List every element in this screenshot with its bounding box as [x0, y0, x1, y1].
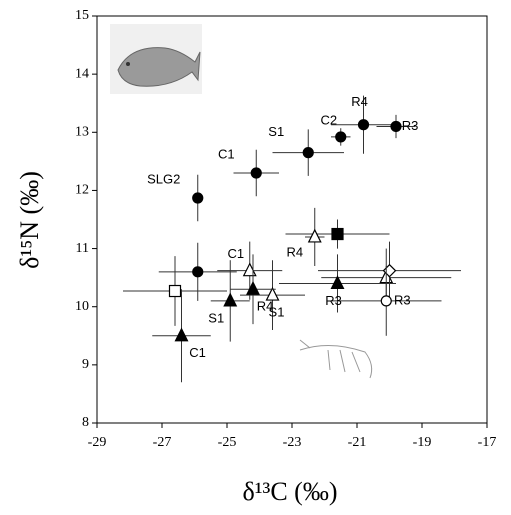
point	[246, 280, 260, 295]
y-tick-label: 13	[75, 125, 89, 140]
point	[168, 284, 182, 298]
point	[302, 147, 314, 159]
x-tick-label: -25	[218, 435, 237, 450]
point-label: C1	[218, 146, 235, 161]
point-label: S1	[268, 124, 284, 139]
y-tick-label: 8	[82, 415, 89, 430]
shrimp-illustration	[299, 339, 373, 379]
point	[192, 192, 204, 204]
y-tick-label: 14	[75, 66, 89, 81]
fish-illustration	[110, 24, 202, 94]
point	[331, 227, 344, 241]
y-tick-label: 11	[76, 241, 89, 256]
x-axis-title: δ¹³C (‰)	[243, 477, 338, 506]
point-label: C1	[227, 246, 244, 261]
point	[223, 292, 238, 307]
x-tick-label: -19	[413, 435, 432, 450]
point	[192, 266, 204, 278]
point	[380, 295, 392, 307]
point-label: R3	[325, 293, 342, 308]
point-label: C1	[189, 345, 206, 360]
x-tick-label: -21	[348, 435, 367, 450]
point	[335, 131, 347, 143]
point-label: S1	[269, 305, 285, 320]
point	[357, 119, 370, 131]
y-tick-label: 12	[75, 183, 89, 198]
point-label: R3	[394, 292, 411, 307]
point-label: R3	[402, 118, 419, 133]
point-label: S1	[208, 310, 224, 325]
x-tick-label: -23	[283, 435, 302, 450]
point	[307, 228, 322, 243]
point	[390, 120, 402, 133]
x-tick-label: -27	[153, 435, 172, 450]
point-label: SLG2	[147, 171, 180, 186]
x-tick-label: -17	[478, 435, 497, 450]
point	[330, 275, 345, 290]
point	[242, 262, 257, 277]
point	[265, 286, 280, 301]
x-tick-label: -29	[88, 435, 107, 450]
y-tick-label: 10	[75, 299, 89, 314]
point	[250, 167, 262, 179]
y-axis-title: δ¹⁵N (‰)	[15, 171, 44, 269]
y-tick-label: 9	[82, 357, 89, 372]
point-label: R4	[257, 299, 274, 314]
point-label: R4	[351, 94, 368, 109]
point-label: C2	[320, 112, 337, 127]
point	[174, 327, 189, 342]
y-tick-label: 15	[75, 8, 89, 23]
point-label: R4	[286, 244, 303, 259]
